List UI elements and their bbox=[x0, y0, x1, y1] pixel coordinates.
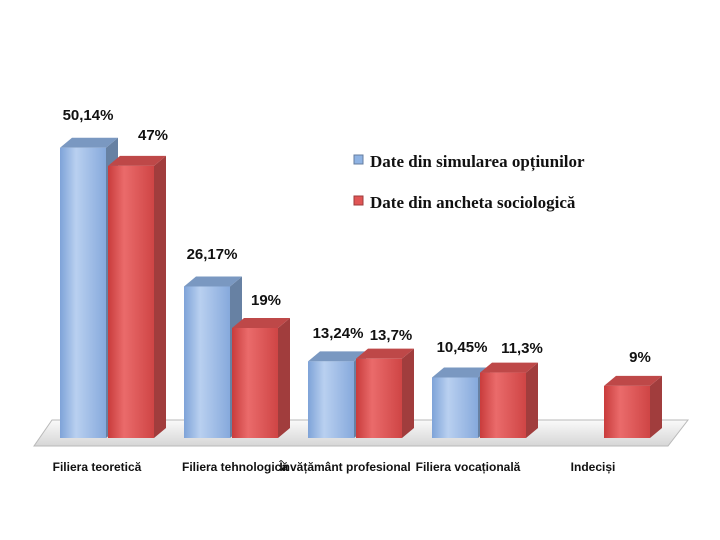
bar-ancheta-4 bbox=[604, 375, 662, 438]
legend-entry: Date din simularea opțiunilor bbox=[370, 152, 585, 172]
category-label: Filiera vocațională bbox=[416, 460, 521, 474]
category-label: Indeciși bbox=[571, 460, 616, 474]
data-label: 19% bbox=[251, 292, 281, 309]
data-label: 13,7% bbox=[370, 327, 413, 344]
data-label: 13,24% bbox=[313, 325, 364, 342]
category-label: Filiera tehnologică bbox=[182, 460, 288, 474]
bar-ancheta-2 bbox=[356, 348, 414, 438]
category-label: Filiera teoretică bbox=[53, 460, 142, 474]
legend-entry: Date din ancheta sociologică bbox=[370, 193, 576, 212]
bar-ancheta-3 bbox=[480, 362, 538, 438]
data-label: 47% bbox=[138, 127, 168, 144]
category-label: Învățământ profesional bbox=[278, 459, 410, 474]
bar-ancheta-0 bbox=[108, 155, 166, 438]
data-label: 26,17% bbox=[187, 246, 238, 263]
bar-ancheta-1 bbox=[232, 317, 290, 438]
legend-swatch bbox=[353, 154, 364, 165]
data-label: 10,45% bbox=[437, 339, 488, 356]
data-label: 50,14% bbox=[63, 107, 114, 124]
data-label: 11,3% bbox=[501, 340, 543, 357]
data-label: 9% bbox=[629, 349, 651, 366]
legend-swatch bbox=[353, 195, 364, 206]
